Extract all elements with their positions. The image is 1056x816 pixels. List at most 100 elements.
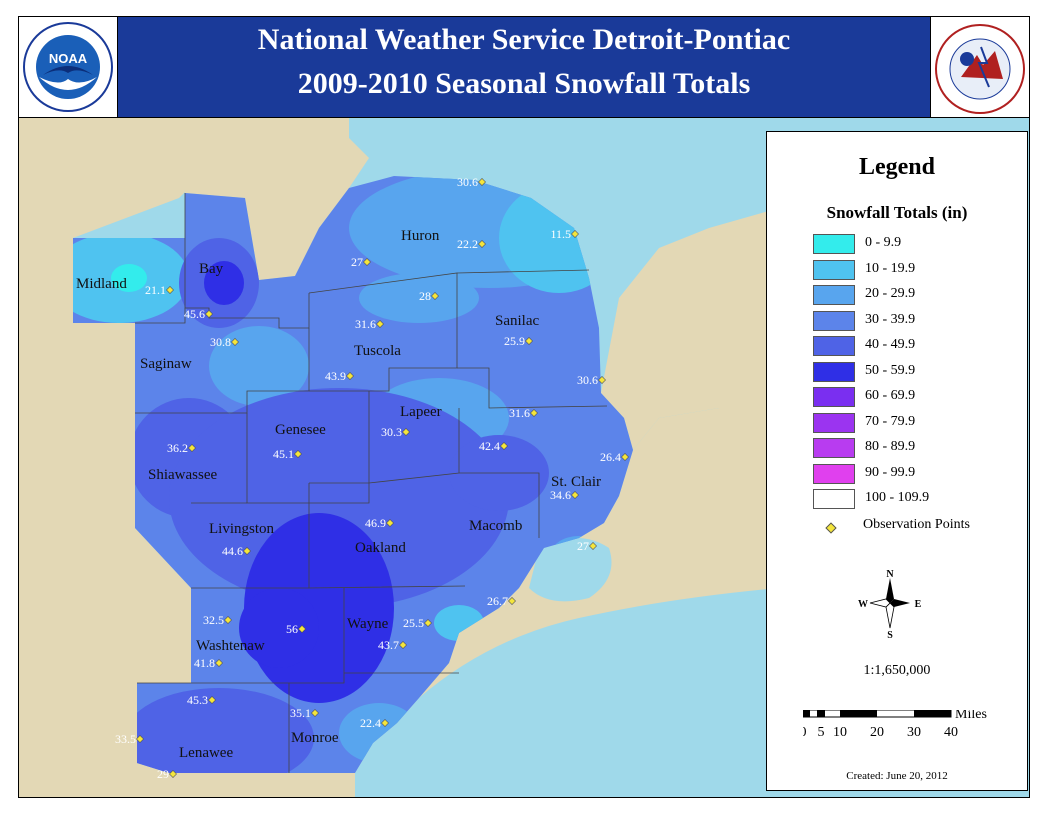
observation-marker bbox=[376, 320, 384, 328]
map-frame: NOAA National Weather Service Detroit-Po… bbox=[18, 16, 1030, 798]
observation-marker bbox=[231, 338, 239, 346]
legend-obs-label: Observation Points bbox=[863, 517, 970, 532]
legend-bin-label: 50 - 59.9 bbox=[865, 362, 916, 378]
observation-value: 41.8 bbox=[194, 656, 215, 670]
observation-value: 45.1 bbox=[273, 447, 294, 461]
county-label-washtenaw: Washtenaw bbox=[196, 638, 265, 654]
observation-point: 30.6 bbox=[577, 373, 606, 387]
observation-point: 45.6 bbox=[184, 307, 213, 321]
observation-marker bbox=[243, 547, 251, 555]
created-date: Created: June 20, 2012 bbox=[846, 770, 948, 782]
legend-bin-label: 80 - 89.9 bbox=[865, 439, 916, 454]
observation-point: 34.6 bbox=[550, 488, 579, 502]
noaa-logo-icon: NOAA bbox=[23, 22, 113, 112]
county-label-st-clair: St. Clair bbox=[551, 474, 601, 490]
legend-bin-label: 20 - 29.9 bbox=[865, 286, 916, 301]
observation-marker bbox=[571, 230, 579, 238]
observation-point: 30.8 bbox=[210, 335, 239, 349]
observation-value: 28 bbox=[419, 289, 431, 303]
observation-point: 35.1 bbox=[290, 706, 319, 720]
observation-marker bbox=[478, 178, 486, 186]
observation-point: 41.8 bbox=[194, 656, 223, 670]
observation-value: 26.7 bbox=[487, 594, 508, 608]
compass-w: W bbox=[858, 599, 868, 610]
scale-unit: Miles bbox=[955, 710, 987, 722]
scale-bar: Miles 0 5 10 20 30 40 bbox=[803, 710, 987, 740]
observation-value: 22.2 bbox=[457, 237, 478, 251]
observation-value: 35.1 bbox=[290, 706, 311, 720]
observation-point: 36.2 bbox=[167, 441, 196, 455]
compass-e: E bbox=[915, 599, 922, 610]
county-label-huron: Huron bbox=[401, 228, 440, 244]
legend-bin-label: 100 - 109.9 bbox=[865, 490, 930, 505]
observation-point: 22.2 bbox=[457, 237, 486, 251]
observation-value: 26.4 bbox=[600, 450, 621, 464]
observation-marker bbox=[402, 428, 410, 436]
observation-point: 32.5 bbox=[203, 613, 232, 627]
county-label-genesee: Genesee bbox=[275, 422, 326, 438]
county-label-saginaw: Saginaw bbox=[140, 356, 192, 372]
observation-marker bbox=[311, 709, 319, 717]
observation-point: 21.1 bbox=[145, 283, 174, 297]
scale-ratio: 1:1,650,000 bbox=[863, 663, 931, 678]
legend-bin-label: 90 - 99.9 bbox=[865, 464, 916, 480]
lake-erie bbox=[355, 588, 779, 797]
observation-value: 33.5 bbox=[115, 732, 136, 746]
observation-point: 56 bbox=[286, 622, 306, 636]
scale-tick: 40 bbox=[944, 725, 958, 740]
observation-value: 30.3 bbox=[381, 425, 402, 439]
legend-swatch bbox=[813, 234, 855, 254]
observation-value: 46.9 bbox=[365, 516, 386, 530]
observation-value: 45.6 bbox=[184, 307, 205, 321]
county-label-lapeer: Lapeer bbox=[400, 404, 442, 420]
observation-value: 22.4 bbox=[360, 716, 381, 730]
observation-value: 29 bbox=[157, 767, 169, 781]
observation-marker bbox=[346, 372, 354, 380]
county-boundaries bbox=[135, 193, 608, 773]
observation-marker bbox=[431, 292, 439, 300]
scale-tick: 20 bbox=[870, 725, 884, 740]
legend-panel: Legend Snowfall Totals (in) 0 - 9.9 10 - … bbox=[766, 131, 1028, 791]
county-label-lenawee: Lenawee bbox=[179, 745, 233, 761]
observation-point: 31.6 bbox=[509, 406, 538, 420]
observation-marker bbox=[363, 258, 371, 266]
map-subtitle: 2009-2010 Seasonal Snowfall Totals bbox=[297, 67, 751, 100]
lake-st-clair bbox=[529, 538, 612, 602]
observation-marker bbox=[208, 696, 216, 704]
observation-value: 27 bbox=[577, 539, 589, 553]
legend-bin-label: 30 - 39.9 bbox=[865, 311, 916, 327]
legend-bin-label: 10 - 19.9 bbox=[865, 260, 916, 276]
noaa-logo-box: NOAA bbox=[19, 17, 118, 117]
observation-value: 25.9 bbox=[504, 334, 525, 348]
observation-point: 29 bbox=[157, 767, 177, 781]
legend-swatch bbox=[813, 438, 855, 458]
scale-tick: 0 bbox=[803, 725, 807, 740]
observation-marker bbox=[386, 519, 394, 527]
observation-point: 43.7 bbox=[378, 638, 407, 652]
legend-swatch bbox=[813, 310, 855, 331]
legend-swatch bbox=[813, 361, 855, 382]
observation-point: 26.7 bbox=[487, 594, 516, 608]
county-label-macomb: Macomb bbox=[469, 518, 522, 534]
scale-tick: 10 bbox=[833, 725, 847, 740]
observation-value: 30.8 bbox=[210, 335, 231, 349]
observation-point: 44.6 bbox=[222, 544, 251, 558]
legend-swatch bbox=[813, 336, 855, 356]
observation-marker bbox=[294, 450, 302, 458]
observation-marker bbox=[424, 619, 432, 627]
observation-value: 31.6 bbox=[355, 317, 376, 331]
observation-value: 44.6 bbox=[222, 544, 243, 558]
observation-marker bbox=[166, 286, 174, 294]
observation-value: 36.2 bbox=[167, 441, 188, 455]
observation-marker bbox=[188, 444, 196, 452]
legend-swatch bbox=[813, 387, 855, 407]
nws-logo-icon bbox=[935, 24, 1025, 114]
legend-bin-label: 60 - 69.9 bbox=[865, 388, 916, 403]
observation-marker bbox=[478, 240, 486, 248]
observation-value: 32.5 bbox=[203, 613, 224, 627]
legend-swatch bbox=[813, 463, 855, 484]
county-label-livingston: Livingston bbox=[209, 521, 275, 537]
county-label-tuscola: Tuscola bbox=[354, 343, 401, 359]
observation-point: 25.5 bbox=[403, 616, 432, 630]
observation-value: 56 bbox=[286, 622, 298, 636]
